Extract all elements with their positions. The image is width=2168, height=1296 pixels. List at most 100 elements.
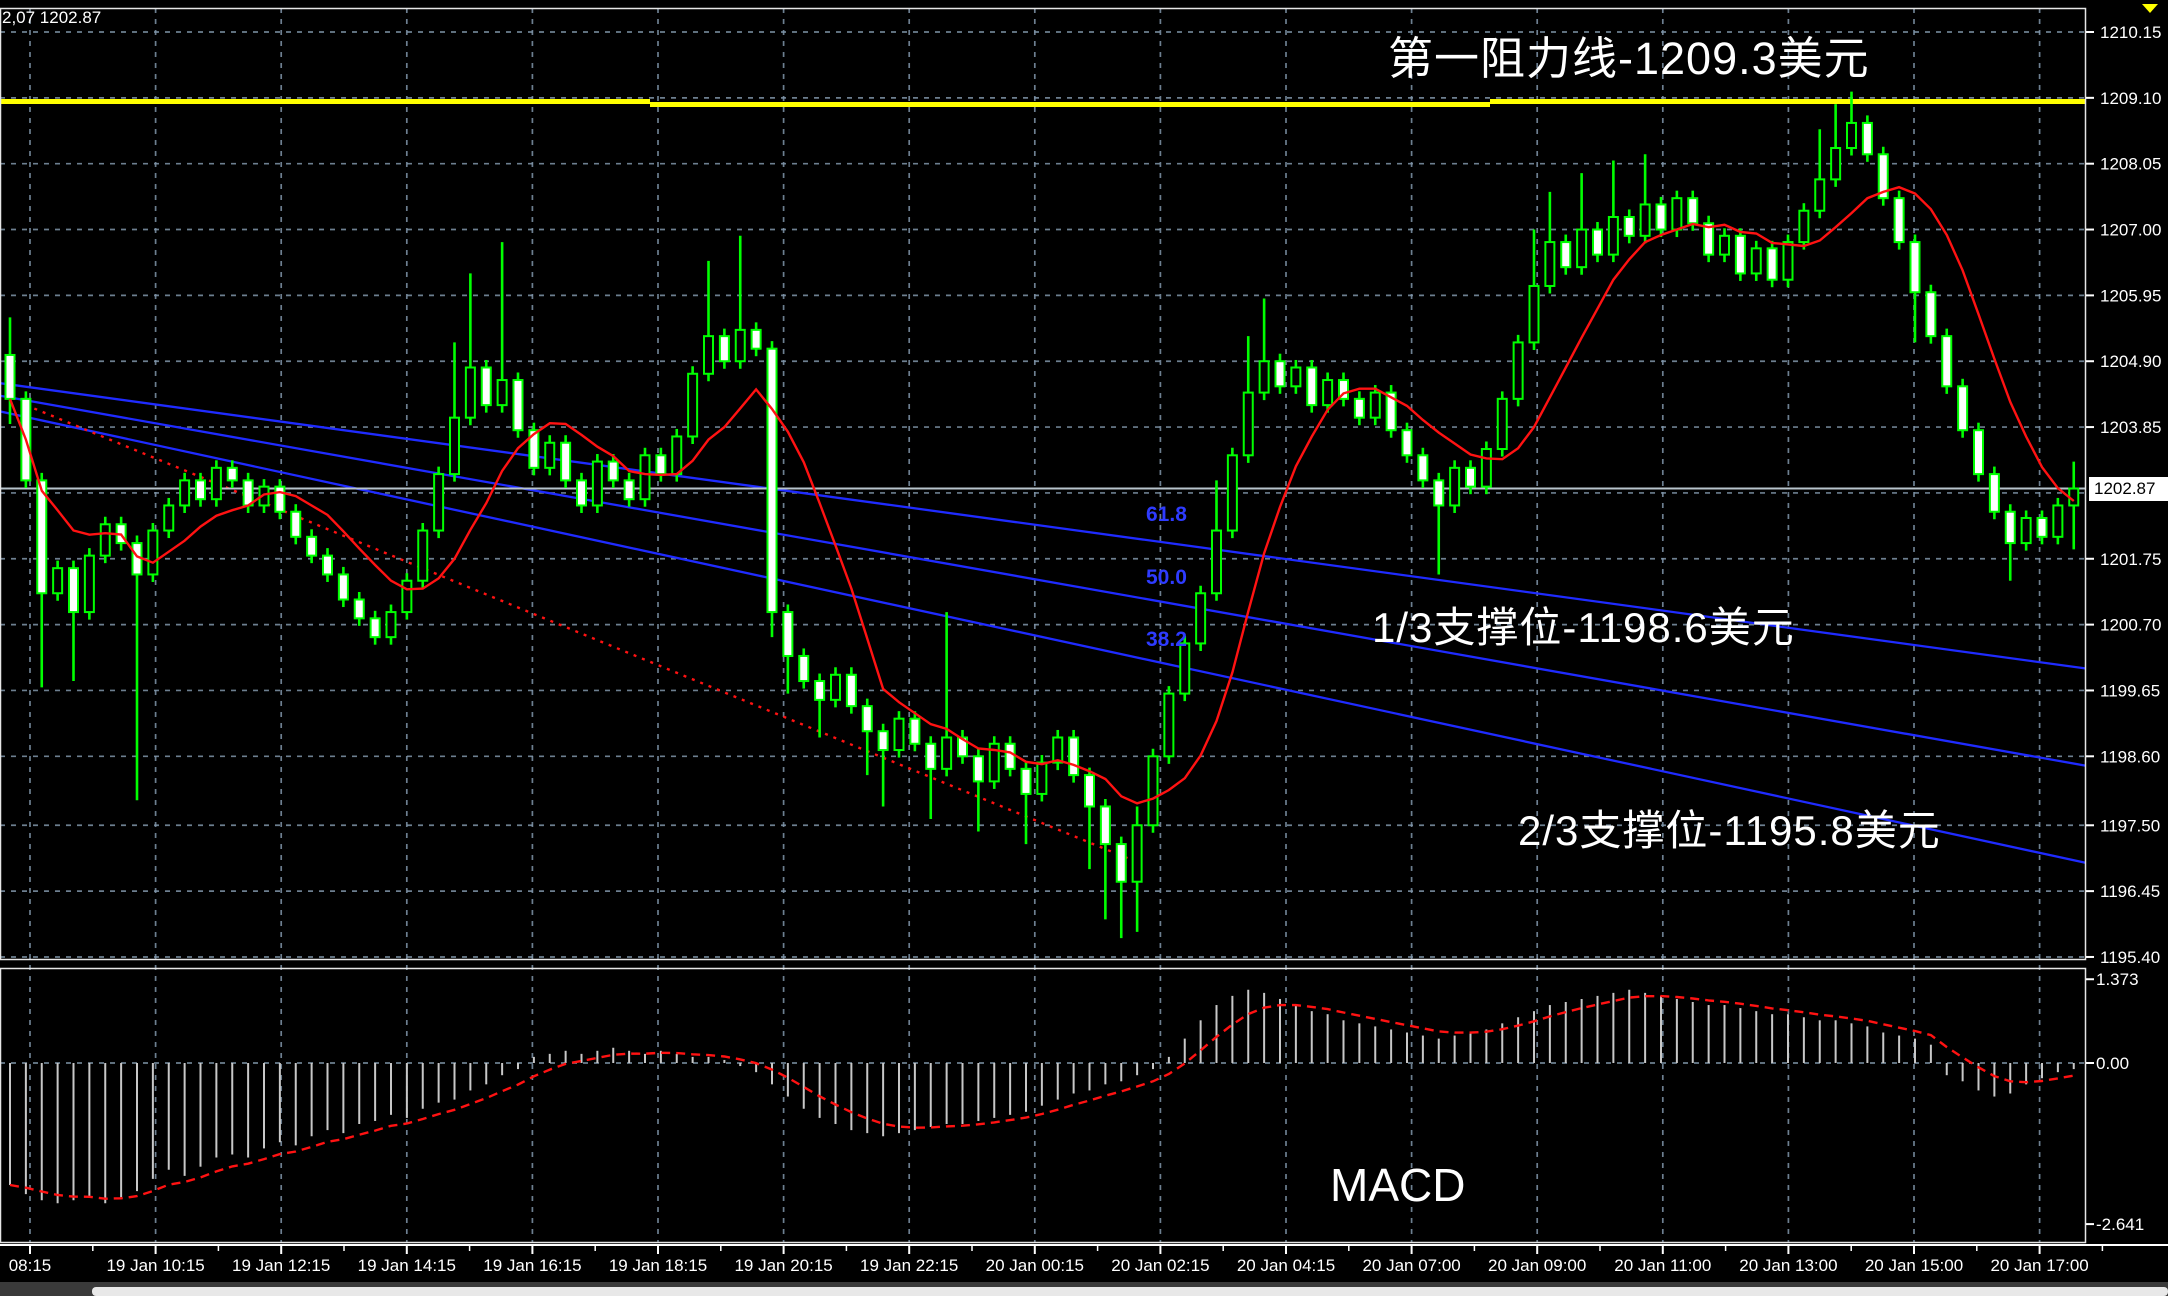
- candle-body: [1115, 843, 1127, 883]
- candle-body: [782, 611, 794, 657]
- candle-body: [1338, 379, 1349, 400]
- candle-body: [179, 479, 191, 507]
- time-axis-label: 20 Jan 00:15: [986, 1256, 1084, 1275]
- time-axis-label: 20 Jan 13:00: [1739, 1256, 1837, 1275]
- candle-body: [2020, 517, 2032, 545]
- candle-body: [306, 535, 318, 557]
- fib-fan-line: [0, 394, 2087, 767]
- candle-body: [1639, 203, 1651, 237]
- candle-body: [369, 617, 381, 639]
- candle-body: [274, 485, 286, 513]
- macd-axis-label: -2.641: [2096, 1215, 2144, 1234]
- candle-body: [1846, 121, 1857, 150]
- candle-body: [734, 328, 746, 363]
- fib-fan-line: [0, 410, 2087, 865]
- candle-body: [1766, 247, 1778, 281]
- price-axis-label: 1207.00: [2100, 221, 2161, 240]
- candle-body: [909, 717, 921, 745]
- time-axis-label: 19 Jan 16:15: [483, 1256, 581, 1275]
- time-axis-label: 19 Jan 14:15: [358, 1256, 456, 1275]
- candle-body: [1877, 153, 1889, 200]
- candle-body: [1052, 736, 1064, 764]
- candle-body: [2052, 504, 2064, 538]
- candle-body: [1068, 736, 1080, 777]
- candle-body: [1417, 454, 1429, 482]
- candle-body: [957, 736, 968, 758]
- candle-body: [1512, 341, 1524, 400]
- taskbar-panel-edge: [92, 1287, 2168, 1296]
- time-axis-drag-area[interactable]: [0, 1245, 2168, 1281]
- candle-body: [195, 479, 206, 501]
- candle-body: [1576, 228, 1588, 269]
- price-chart-surface[interactable]: [0, 8, 2086, 960]
- candle-body: [1623, 215, 1635, 237]
- candle-body: [703, 335, 714, 375]
- candle-body: [210, 466, 222, 501]
- resistance-line: [650, 102, 1490, 107]
- price-axis-label: 1200.70: [2100, 616, 2161, 635]
- candle-body: [147, 529, 159, 576]
- candle-body: [576, 479, 587, 507]
- price-axis-label: 1205.95: [2100, 286, 2161, 305]
- time-axis-label: 20 Jan 17:00: [1990, 1256, 2088, 1275]
- time-axis-label: 19 Jan 22:15: [860, 1256, 958, 1275]
- macd-histogram: [9, 989, 2075, 1204]
- macd-pane-border: [0, 967, 2087, 1244]
- macd-chart-surface[interactable]: [0, 968, 2086, 1243]
- candle-body: [99, 523, 111, 557]
- candle-body: [1988, 473, 2000, 513]
- candles: [4, 91, 2080, 939]
- time-axis-label: 19 Jan 10:15: [106, 1256, 204, 1275]
- candle-body: [766, 347, 778, 614]
- price-axis-drag-area[interactable]: [2086, 8, 2168, 1245]
- price-axis-label: 1198.60: [2100, 747, 2160, 766]
- candle-body: [1322, 379, 1334, 407]
- candle-body: [1814, 178, 1826, 212]
- candle-body: [1147, 755, 1159, 827]
- macd-axis-label: 0.00: [2096, 1054, 2129, 1073]
- candle-body: [861, 705, 873, 733]
- candle-body: [496, 379, 508, 407]
- ma-line: [8, 185, 2075, 805]
- candle-body: [1655, 203, 1667, 231]
- candle-body: [544, 441, 556, 469]
- time-axis-label: 20 Jan 02:15: [1111, 1256, 1209, 1275]
- candle-body: [52, 567, 64, 595]
- candle-body: [528, 429, 540, 469]
- candle-body: [1449, 466, 1461, 507]
- time-axis-label: 19 Jan 20:15: [734, 1256, 832, 1275]
- candle-body: [1798, 209, 1810, 244]
- time-axis-label: 20 Jan 07:00: [1362, 1256, 1460, 1275]
- candle-body: [1861, 121, 1873, 156]
- resistance-line: [1490, 99, 2086, 104]
- time-axis-label: 19 Jan 18:15: [609, 1256, 707, 1275]
- price-pane-border: [0, 7, 2087, 961]
- candle-body: [1496, 397, 1508, 451]
- candle-body: [1973, 429, 1984, 476]
- resistance-line: [0, 99, 650, 104]
- candle-body: [1465, 466, 1476, 488]
- candle-body: [2036, 517, 2048, 538]
- candle-body: [449, 416, 460, 476]
- candle-body: [830, 673, 841, 701]
- candle-body: [1925, 291, 1937, 338]
- candle-body: [480, 366, 492, 407]
- candle-body: [941, 736, 953, 770]
- candle-body: [83, 554, 95, 614]
- candle-body: [258, 485, 270, 507]
- time-axis-label: 20 Jan 15:00: [1865, 1256, 1963, 1275]
- candle-body: [750, 328, 762, 350]
- macd-axis-label: 1.373: [2096, 970, 2139, 989]
- candle-body: [68, 567, 79, 614]
- candle-body: [893, 717, 905, 752]
- price-axis-label: 1195.40: [2100, 948, 2160, 967]
- candle-body: [1941, 335, 1953, 388]
- candle-body: [972, 755, 984, 783]
- fib-fan-line: [0, 382, 2087, 670]
- candle-body: [1084, 774, 1095, 808]
- candle-body: [36, 479, 48, 595]
- pane-divider[interactable]: [0, 960, 2086, 968]
- price-axis-label: 1210.15: [2100, 23, 2161, 42]
- price-axis-label: 1196.45: [2100, 882, 2160, 901]
- candle-body: [1750, 247, 1762, 275]
